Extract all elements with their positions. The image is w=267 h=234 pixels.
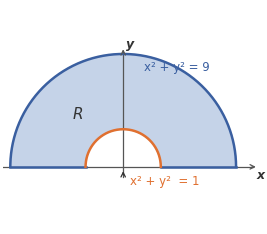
Text: y: y	[126, 38, 134, 51]
Text: R: R	[73, 107, 83, 122]
Text: x² + y²  = 1: x² + y² = 1	[130, 175, 199, 188]
Polygon shape	[10, 54, 236, 167]
Text: x² + y² = 9: x² + y² = 9	[144, 61, 210, 74]
Text: x: x	[257, 169, 265, 182]
